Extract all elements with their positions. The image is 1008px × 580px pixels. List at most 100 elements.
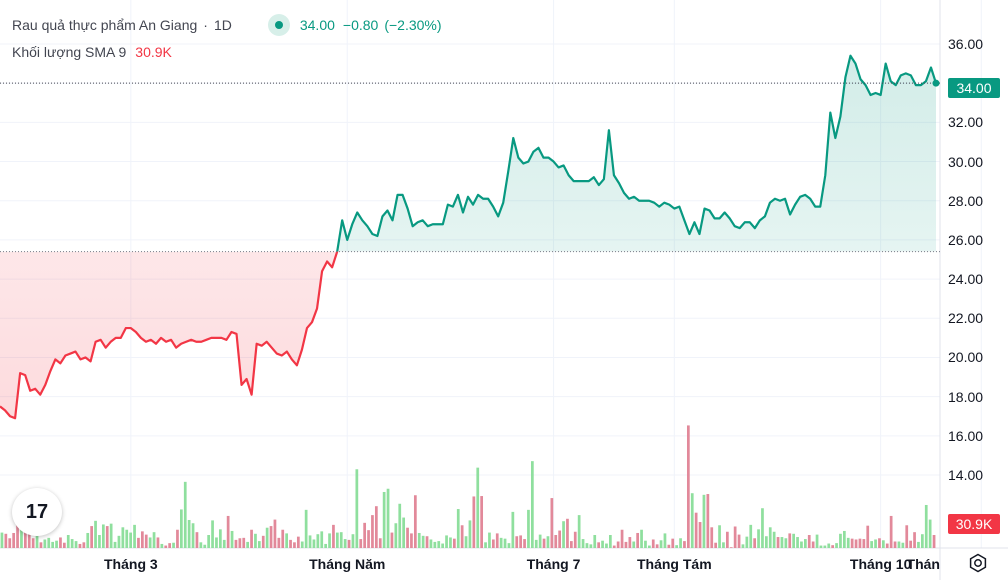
volume-bar	[593, 535, 597, 548]
volume-bar	[909, 540, 913, 548]
volume-bar	[320, 531, 324, 548]
volume-bar	[468, 520, 472, 548]
volume-bar	[417, 532, 421, 548]
volume-bar	[815, 534, 819, 548]
volume-bar	[671, 538, 675, 548]
volume-bar	[137, 537, 140, 548]
volume-bar	[491, 539, 495, 548]
volume-bar	[215, 537, 218, 548]
interval-label[interactable]: 1D	[213, 17, 232, 33]
volume-bar	[191, 523, 195, 548]
volume-bar	[784, 538, 788, 548]
volume-bar	[460, 525, 464, 548]
volume-bar	[230, 530, 234, 548]
price-change: −0.80	[342, 17, 379, 33]
volume-bar	[655, 544, 659, 548]
volume-bar	[195, 532, 199, 548]
volume-bar	[332, 524, 335, 548]
volume-bar	[597, 542, 601, 548]
volume-bar	[620, 529, 624, 548]
price-area	[0, 55, 936, 419]
volume-bar	[566, 518, 569, 548]
volume-bar	[858, 538, 862, 548]
volume-bar	[624, 541, 628, 548]
volume-bar	[378, 538, 382, 548]
y-tick-label: 32.00	[948, 114, 984, 131]
y-tick-label: 24.00	[948, 271, 984, 288]
volume-bar	[8, 538, 12, 548]
volume-bar	[78, 543, 82, 548]
volume-bar	[667, 544, 671, 548]
volume-bar	[659, 540, 663, 548]
volume-bar	[729, 547, 733, 548]
volume-bar	[367, 530, 370, 548]
volume-bar	[0, 532, 4, 548]
volume-bar	[125, 529, 129, 548]
volume-bar	[647, 545, 651, 548]
tradingview-logo[interactable]: 17	[12, 488, 62, 536]
legend-volume-row: Khối lượng SMA 9 30.9K	[12, 44, 172, 60]
y-tick-label: 26.00	[948, 231, 984, 248]
volume-bar	[616, 541, 620, 548]
volume-bar	[788, 533, 792, 548]
volume-bar	[452, 538, 456, 548]
volume-bar	[776, 537, 780, 548]
volume-bar	[74, 541, 78, 548]
volume-bar	[534, 539, 538, 548]
y-tick-label: 36.00	[948, 36, 984, 52]
volume-bar	[312, 539, 316, 548]
volume-bar	[764, 536, 768, 548]
volume-bar	[499, 537, 503, 548]
volume-bar	[573, 531, 577, 548]
price-line-down	[0, 251, 339, 420]
volume-bar	[20, 515, 23, 548]
volume-bar	[585, 543, 589, 548]
volume-bar	[866, 525, 870, 548]
volume-bar	[878, 538, 881, 548]
volume-bar	[300, 541, 304, 548]
x-tick-label: Thán	[906, 556, 940, 572]
volume-bar	[558, 530, 562, 548]
volume-bar	[562, 521, 565, 548]
volume-bar	[733, 526, 737, 548]
volume-bar	[179, 509, 183, 548]
volume-bar	[386, 488, 390, 548]
volume-bar	[683, 541, 686, 548]
last-price-point	[932, 79, 940, 87]
volume-indicator-label[interactable]: Khối lượng SMA 9	[12, 44, 127, 60]
volume-bar	[51, 541, 55, 548]
volume-bar	[690, 493, 694, 548]
y-tick-label: 22.00	[948, 310, 984, 327]
volume-bar	[289, 539, 292, 548]
volume-bar	[445, 535, 448, 548]
volume-bar	[601, 540, 604, 548]
volume-bar	[144, 534, 148, 548]
volume-bar	[862, 539, 866, 548]
volume-bar	[304, 509, 308, 548]
volume-bar	[246, 541, 250, 548]
symbol-name[interactable]: Rau quả thực phẩm An Giang	[12, 17, 198, 33]
volume-bar	[203, 544, 207, 548]
market-status-icon[interactable]	[267, 14, 290, 36]
volume-tag: 30.9K	[948, 514, 1000, 534]
volume-bar	[273, 519, 277, 548]
volume-bar	[265, 527, 269, 548]
x-tick-label: Tháng Năm	[309, 556, 386, 572]
volume-bar	[846, 537, 850, 548]
volume-bar	[480, 496, 484, 548]
volume-bar	[382, 491, 386, 548]
volume-bar	[800, 541, 803, 548]
volume-bar	[254, 533, 257, 548]
volume-bar	[472, 496, 476, 548]
volume-bar	[519, 535, 523, 548]
volume-bar	[839, 533, 842, 548]
volume-bar	[928, 519, 932, 548]
settings-gear-icon[interactable]	[968, 553, 988, 573]
y-tick-label: 14.00	[948, 467, 984, 483]
volume-bar	[187, 519, 191, 548]
x-tick-label: Tháng 10	[849, 556, 912, 572]
volume-bar	[140, 531, 144, 548]
volume-bar	[207, 535, 211, 548]
volume-bar	[343, 539, 347, 548]
